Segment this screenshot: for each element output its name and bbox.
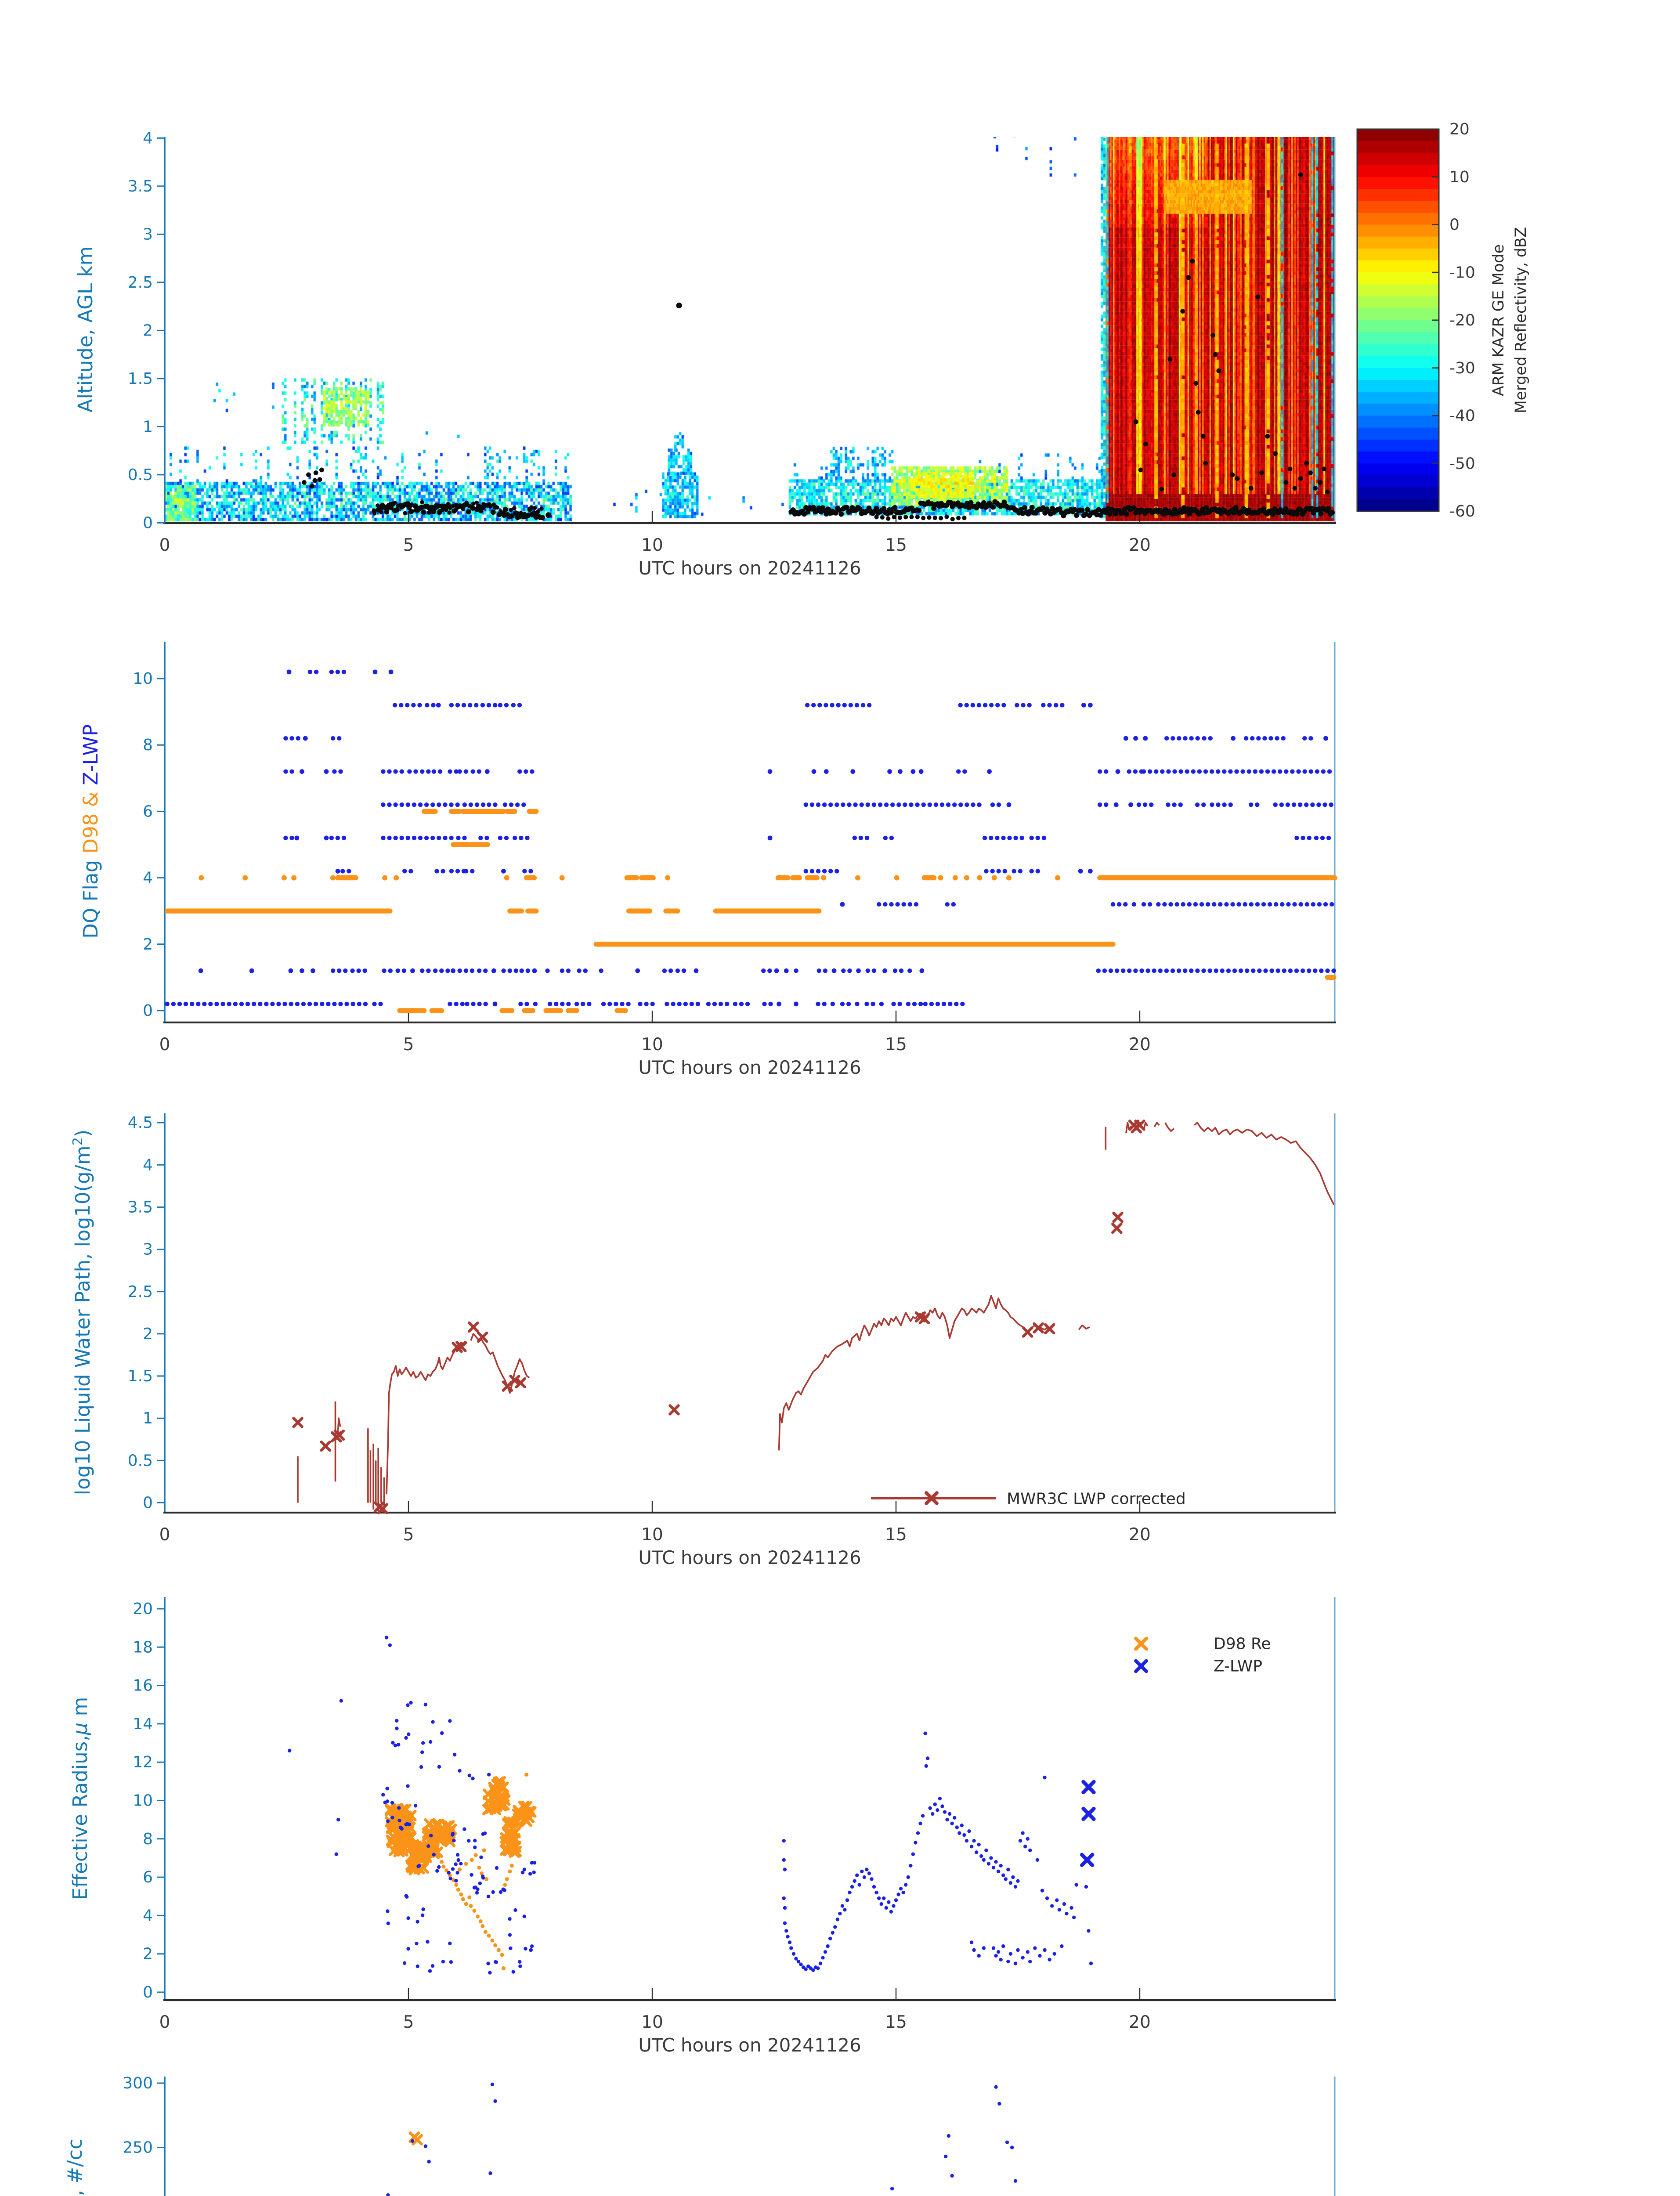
effective-radius-points <box>287 1636 1148 1975</box>
y-tick-label: 2 <box>143 321 153 340</box>
y-tick-label: 0.5 <box>128 1452 153 1470</box>
y-tick-label: 6 <box>143 1868 153 1886</box>
y-tick-label: 3.5 <box>128 1198 153 1216</box>
colorbar-tick-label: -10 <box>1449 264 1475 282</box>
y-tick-label: 250 <box>123 2138 153 2156</box>
dq-flag-rows <box>164 669 1337 1013</box>
colorbar-tick-label: -20 <box>1449 311 1475 329</box>
y-tick-label: 1 <box>143 418 153 436</box>
y-tick-label: 2 <box>143 1945 153 1963</box>
panel3-xlabel: UTC hours on 20241126 <box>638 1547 861 1568</box>
x-tick-label: 0 <box>159 1035 170 1055</box>
colorbar-tick-label: -60 <box>1449 502 1475 520</box>
y-tick-label: 8 <box>143 736 153 754</box>
y-tick-label: 1 <box>143 1409 153 1427</box>
x-tick-label: 20 <box>1129 535 1151 555</box>
colorbar-title-line2: Merged Reflectivity, dBZ <box>1512 227 1530 413</box>
y-tick-label: 16 <box>133 1677 153 1695</box>
legend-mwr3c <box>871 1491 996 1505</box>
y-tick-label: 4 <box>143 1156 153 1174</box>
y-tick-label: 0 <box>143 1494 153 1512</box>
panel2-ylabel-dqflag: DQ Flag <box>79 854 102 939</box>
y-tick-label: 3.5 <box>128 177 153 195</box>
y-tick-label: 0 <box>143 1002 153 1020</box>
colorbar-tick-label: -50 <box>1449 455 1475 473</box>
panel2-xlabel: UTC hours on 20241126 <box>638 1057 861 1078</box>
y-tick-label: 6 <box>143 802 153 820</box>
x-tick-label: 10 <box>641 1035 663 1055</box>
x-tick-label: 5 <box>403 535 414 555</box>
y-tick-label: 2 <box>143 1325 153 1343</box>
panel1-ylabel: Altitude, AGL km <box>74 246 97 413</box>
y-tick-label: 0 <box>143 514 153 532</box>
legend-label-zlwp: Z-LWP <box>1214 1658 1262 1676</box>
colorbar-tick-label: 10 <box>1449 168 1470 186</box>
x-tick-label: 5 <box>403 2012 414 2032</box>
colorbar-tick-label: 20 <box>1449 120 1470 138</box>
y-tick-label: 4 <box>143 1907 153 1925</box>
x-tick-label: 15 <box>885 535 907 555</box>
colorbar <box>1357 129 1439 512</box>
y-tick-label: 300 <box>123 2074 153 2092</box>
y-tick-label: 10 <box>133 670 153 688</box>
x-tick-label: 20 <box>1129 2012 1151 2032</box>
y-tick-label: 1.5 <box>128 370 153 388</box>
y-tick-label: 20 <box>133 1600 153 1618</box>
panel1-xlabel: UTC hours on 20241126 <box>638 557 861 579</box>
panel3-ylabel: log10 Liquid Water Path, log10(g/m2) <box>70 1130 95 1495</box>
x-tick-label: 0 <box>159 535 170 555</box>
y-tick-label: 4.5 <box>128 1114 153 1132</box>
panel4-ylabel: Effective Radius,μ m <box>69 1697 92 1900</box>
reflectivity-heatmap <box>165 137 1335 523</box>
x-tick-label: 5 <box>403 1035 414 1055</box>
panel2-ylabel-d98: D98 & <box>79 785 102 854</box>
droplet-concentration-points <box>386 2082 1018 2196</box>
y-tick-label: 1.5 <box>128 1367 153 1385</box>
y-tick-label: 0.5 <box>128 466 153 484</box>
y-tick-label: 3 <box>143 225 153 243</box>
x-tick-label: 10 <box>641 2012 663 2032</box>
colorbar-tick-label: 0 <box>1449 216 1460 234</box>
x-tick-label: 5 <box>403 1525 414 1545</box>
y-tick-label: 2.5 <box>128 1283 153 1301</box>
legend-label-d98-re: D98 Re <box>1214 1635 1271 1653</box>
x-tick-label: 0 <box>159 1525 170 1545</box>
panel2-ylabel: DQ Flag D98 & Z-LWP <box>79 724 102 939</box>
x-tick-label: 10 <box>641 535 663 555</box>
y-tick-label: 18 <box>133 1638 153 1656</box>
y-tick-label: 2.5 <box>128 274 153 292</box>
colorbar-title-line1: ARM KAZR GE Mode <box>1490 244 1507 396</box>
colorbar-tick-label: -30 <box>1449 359 1475 377</box>
y-tick-label: 2 <box>143 935 153 954</box>
panel4-xlabel: UTC hours on 20241126 <box>638 2034 861 2056</box>
cloud-base-dots <box>302 172 1335 522</box>
x-tick-label: 20 <box>1129 1035 1151 1055</box>
y-tick-label: 8 <box>143 1830 153 1848</box>
y-tick-label: 4 <box>143 869 153 887</box>
x-tick-label: 15 <box>885 1035 907 1055</box>
x-tick-label: 10 <box>641 1525 663 1545</box>
panel2-ylabel-zlwp: Z-LWP <box>79 724 102 785</box>
y-tick-label: 12 <box>133 1753 153 1771</box>
y-tick-label: 0 <box>143 1983 153 2001</box>
x-tick-label: 15 <box>885 1525 907 1545</box>
colorbar-tick-label: -40 <box>1449 407 1475 425</box>
x-tick-label: 15 <box>885 2012 907 2032</box>
y-tick-label: 4 <box>143 129 153 147</box>
y-tick-label: 10 <box>133 1792 153 1810</box>
panel5-ylabel: Droplet Concentration, #/cc <box>63 2138 87 2196</box>
y-tick-label: 3 <box>143 1241 153 1259</box>
y-tick-label: 14 <box>133 1715 153 1733</box>
mwr3c-lwp-line <box>292 1120 1335 1514</box>
x-tick-label: 0 <box>159 2012 170 2032</box>
x-tick-label: 20 <box>1129 1525 1151 1545</box>
legend-label-mwr3c: MWR3C LWP corrected <box>1007 1490 1186 1508</box>
